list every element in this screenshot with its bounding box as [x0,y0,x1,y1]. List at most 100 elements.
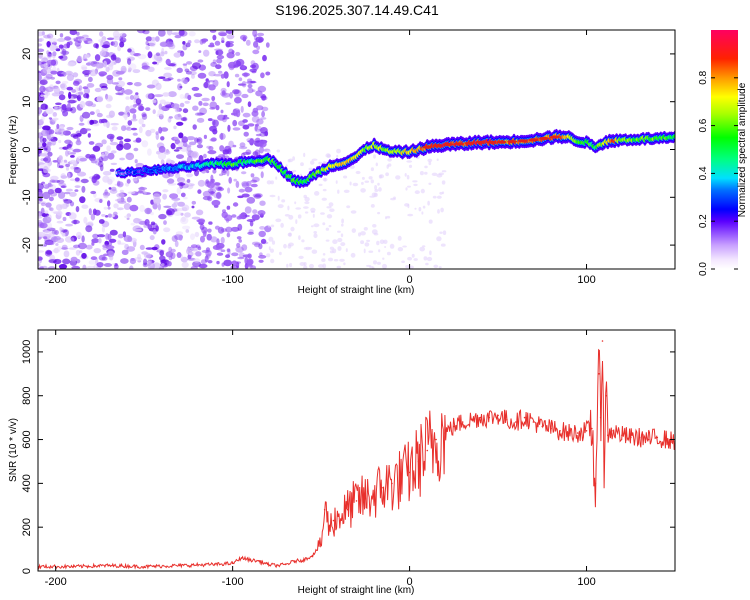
noise-speck [255,123,259,127]
noise-speck [289,262,293,268]
noise-speck [303,206,309,209]
noise-speck [99,164,104,172]
noise-speck [244,186,253,193]
noise-speck [107,37,114,41]
noise-speck [38,201,47,205]
noise-speck [55,243,59,246]
noise-speck [60,175,68,179]
noise-speck [217,31,227,37]
noise-speck [49,84,54,89]
noise-speck [85,153,92,159]
noise-speck [202,102,209,107]
noise-speck [202,230,207,238]
noise-speck [310,225,314,228]
noise-speck [218,173,224,177]
snr-point [585,430,588,432]
noise-speck [318,183,323,187]
noise-speck [259,226,266,230]
noise-speck [47,266,56,269]
colorbar-tick-label: 0.4 [698,166,709,180]
noise-speck [387,158,392,162]
noise-speck [109,238,117,243]
noise-speck [59,226,63,232]
noise-speck [40,202,46,207]
noise-speck [405,265,410,269]
noise-speck [207,118,213,122]
noise-speck [242,151,251,155]
noise-speck [222,116,230,120]
noise-speck [226,205,231,210]
noise-speck [261,94,267,101]
noise-speck [179,145,189,152]
noise-speck [85,100,94,107]
snr-point [435,438,437,441]
ridge-peak [422,145,433,149]
noise-speck [209,187,214,196]
noise-speck [145,247,154,250]
noise-speck [228,48,234,54]
noise-speck [56,179,65,184]
noise-speck [94,209,101,216]
noise-speck [43,57,52,60]
noise-speck [55,127,62,135]
noise-speck [40,207,45,215]
noise-speck [173,125,177,130]
colorbar-tick-label: 0.0 [698,262,709,276]
noise-speck [145,107,151,111]
noise-speck [251,89,256,92]
noise-speck [46,59,55,66]
noise-speck [38,107,43,115]
snr-point [108,564,110,567]
noise-speck [360,231,366,236]
noise-speck [255,36,264,43]
noise-speck [171,32,180,35]
noise-speck [260,171,264,179]
noise-speck [134,257,143,262]
snr-x-tick-label: -100 [222,576,244,588]
noise-speck [107,152,115,160]
noise-speck [325,153,331,158]
noise-speck [43,165,49,174]
noise-speck [232,119,238,127]
noise-speck [90,160,98,164]
noise-speck [188,252,196,256]
noise-speck [108,110,115,118]
noise-speck [186,61,193,65]
noise-speck [241,65,246,69]
ridge-peak [517,139,528,143]
noise-speck [337,189,340,194]
noise-speck [145,45,150,51]
noise-speck [158,113,164,120]
noise-speck [58,165,64,169]
snr-point [630,436,632,439]
noise-speck [68,147,73,151]
noise-speck [236,58,245,67]
ridge-peak [454,142,465,146]
noise-speck [350,210,357,214]
noise-speck [250,80,256,84]
noise-speck [261,110,265,118]
snr-point [408,471,411,474]
noise-speck [98,71,107,76]
noise-speck [408,164,413,168]
noise-speck [155,55,163,64]
noise-speck [74,189,79,192]
snr-x-tick-label: 0 [407,576,413,588]
noise-speck [246,258,254,266]
noise-speck [259,131,267,137]
noise-speck [101,152,105,158]
noise-speck [47,141,52,147]
noise-speck [170,142,176,150]
noise-speck [187,40,192,44]
noise-speck [363,227,368,231]
noise-speck [105,94,113,102]
snr-point [284,563,287,566]
noise-speck [61,244,68,250]
noise-speck [70,256,78,262]
noise-speck [251,214,260,221]
noise-speck [123,111,129,115]
noise-speck [97,234,106,238]
noise-speck [216,260,220,265]
noise-speck [228,140,234,148]
noise-speck [337,237,343,243]
